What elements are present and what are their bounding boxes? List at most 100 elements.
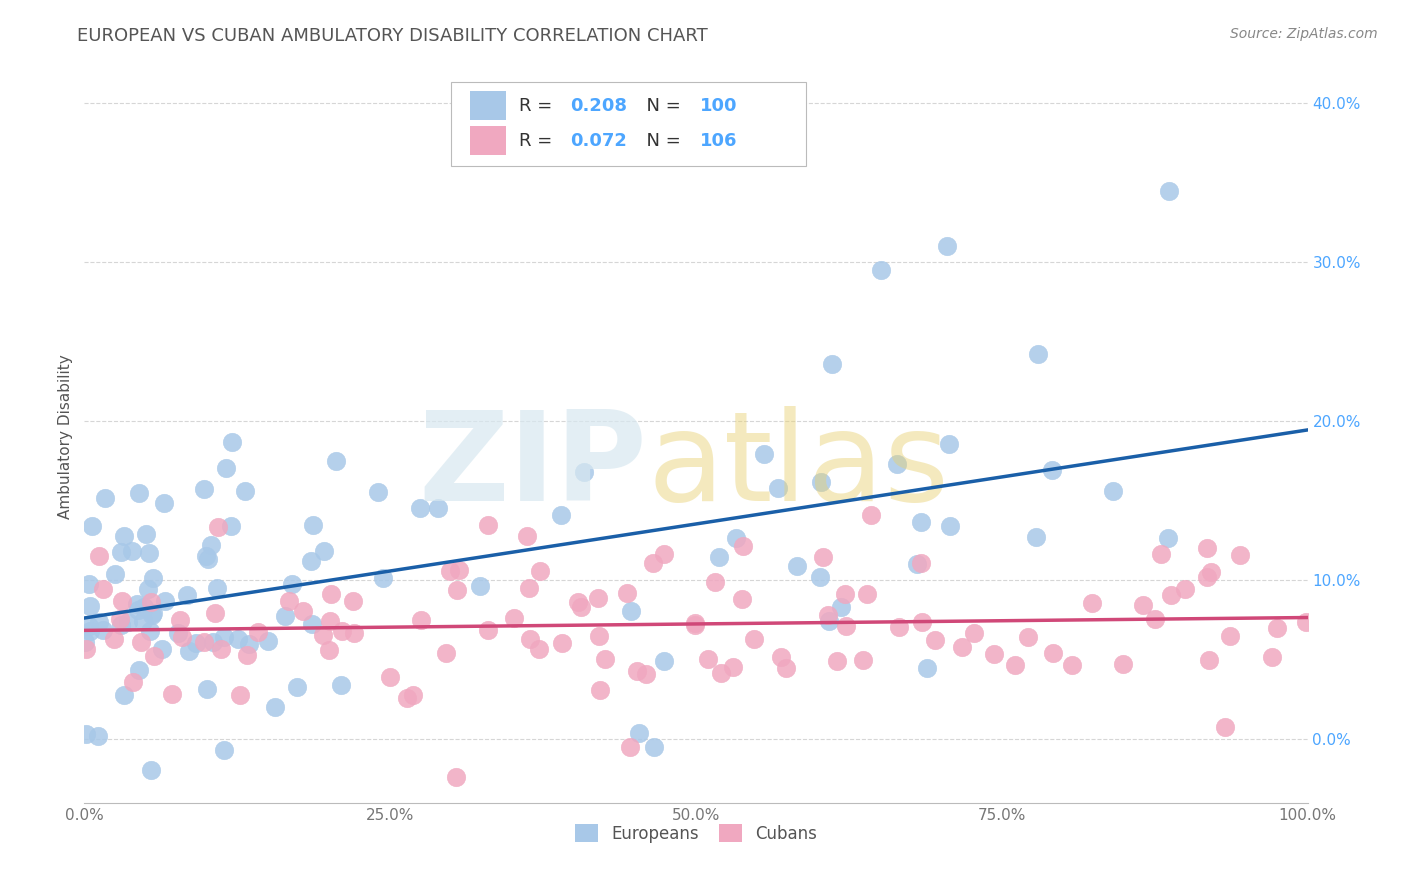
Point [731,592,754,607]
Text: ZIP: ZIP [419,406,647,527]
Text: 0.208: 0.208 [569,96,627,115]
Point [830,599,852,614]
Point [1150,547,1173,561]
Point [1042,463,1064,477]
Point [710,665,733,680]
Point [142,571,165,585]
Point [1157,531,1180,545]
Point [817,607,839,622]
Point [318,643,340,657]
Point [725,532,748,546]
Point [817,614,839,628]
Point [75,642,97,657]
Point [319,614,342,628]
Point [468,578,491,592]
Point [409,501,432,516]
Point [859,508,882,522]
Point [1174,582,1197,596]
Point [127,603,149,617]
Point [94,491,117,505]
Point [170,630,193,644]
Point [915,661,938,675]
Point [1060,657,1083,672]
Point [886,457,908,471]
Point [775,661,797,675]
Point [121,674,143,689]
Point [834,586,856,600]
Point [446,582,468,597]
Point [654,655,676,669]
Point [643,556,665,570]
Point [128,664,150,678]
Point [215,460,238,475]
Point [402,688,425,702]
FancyBboxPatch shape [451,82,806,167]
Point [209,641,232,656]
Point [477,623,499,637]
Point [396,691,419,706]
Point [330,677,353,691]
Point [627,725,650,739]
Point [77,577,100,591]
Point [731,539,754,553]
Point [330,624,353,639]
Point [696,652,718,666]
Point [1261,650,1284,665]
Point [221,435,243,450]
Point [1026,346,1049,360]
Point [226,632,249,647]
Point [131,635,153,649]
Point [1042,646,1064,660]
Point [855,587,877,601]
Point [343,626,366,640]
Point [721,660,744,674]
Point [924,633,946,648]
Point [1213,720,1236,734]
Point [138,546,160,560]
Point [204,607,226,621]
Point [278,594,301,608]
Point [1157,184,1180,198]
Point [1229,548,1251,562]
Point [1199,565,1222,579]
Point [219,519,242,533]
Point [527,642,550,657]
Point [685,618,707,632]
Point [142,607,165,621]
Point [319,587,342,601]
Point [1144,612,1167,626]
Point [139,624,162,638]
Point [519,632,541,646]
Point [132,615,155,629]
Point [197,681,219,696]
Text: R =: R = [519,96,558,115]
Point [620,604,643,618]
Point [447,563,470,577]
Point [502,611,524,625]
Point [103,632,125,646]
Point [135,526,157,541]
Point [75,635,97,649]
Point [707,550,730,565]
Point [281,577,304,591]
Text: EUROPEAN VS CUBAN AMBULATORY DISABILITY CORRELATION CHART: EUROPEAN VS CUBAN AMBULATORY DISABILITY … [77,27,709,45]
Point [302,518,325,533]
Point [963,626,986,640]
Point [550,508,572,522]
Point [1017,630,1039,644]
Point [177,644,200,658]
Point [572,465,595,479]
Point [887,620,910,634]
Point [128,486,150,500]
Point [983,647,1005,661]
Point [825,654,848,668]
Point [742,632,765,647]
Point [586,591,609,606]
Point [212,630,235,644]
Point [104,566,127,581]
Point [1195,541,1218,556]
Text: N =: N = [636,96,686,115]
Point [139,764,162,778]
Point [110,545,132,559]
Point [810,475,832,490]
